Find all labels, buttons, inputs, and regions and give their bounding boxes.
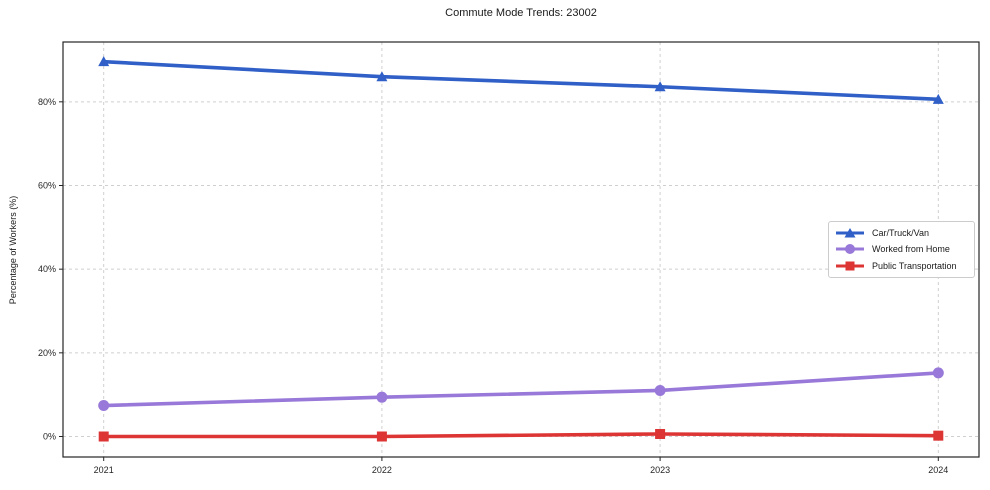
data-point-marker bbox=[376, 391, 388, 403]
y-tick-label: 40% bbox=[38, 264, 56, 274]
plot-frame bbox=[62, 41, 980, 458]
data-point-marker bbox=[98, 400, 110, 412]
legend: Car/Truck/Van Worked from Home Public Tr… bbox=[828, 221, 975, 278]
data-point-marker bbox=[654, 81, 666, 92]
data-point-marker bbox=[376, 431, 387, 442]
legend-label: Car/Truck/Van bbox=[872, 228, 930, 239]
data-point-marker bbox=[932, 367, 944, 379]
legend-label: Worked from Home bbox=[872, 244, 950, 255]
chart-title: Commute Mode Trends: 23002 bbox=[445, 7, 597, 19]
data-point-marker bbox=[933, 430, 944, 441]
worked-from-home-legend-marker-icon bbox=[836, 244, 864, 255]
series-line bbox=[101, 432, 941, 439]
series-line bbox=[101, 59, 941, 102]
y-tick-label: 0% bbox=[43, 432, 56, 442]
data-point-marker bbox=[376, 71, 388, 82]
legend-label: Public Transportation bbox=[872, 260, 957, 271]
data-point-marker bbox=[655, 428, 666, 439]
car-truck-van-legend-marker-icon bbox=[836, 228, 864, 238]
data-point-marker bbox=[98, 56, 110, 67]
data-point-marker bbox=[932, 93, 944, 104]
y-axis-label: Percentage of Workers (%) bbox=[8, 195, 18, 305]
legend-entry-worked-from-home[interactable]: Worked from Home bbox=[835, 242, 968, 257]
data-point-marker bbox=[98, 431, 109, 442]
series-line bbox=[101, 371, 941, 408]
x-tick-label: 2021 bbox=[94, 465, 114, 475]
data-point-marker bbox=[654, 384, 666, 396]
x-tick-label: 2022 bbox=[372, 465, 392, 475]
y-tick-label: 80% bbox=[38, 97, 56, 107]
legend-entry-public-transportation[interactable]: Public Transportation bbox=[835, 258, 968, 273]
y-tick-label: 60% bbox=[38, 180, 56, 190]
x-tick-label: 2024 bbox=[928, 465, 948, 475]
x-tick-label: 2023 bbox=[650, 465, 670, 475]
legend-entry-car-truck-van[interactable]: Car/Truck/Van bbox=[835, 226, 968, 241]
y-tick-label: 20% bbox=[38, 348, 56, 358]
public-transportation-legend-marker-icon bbox=[836, 261, 864, 271]
